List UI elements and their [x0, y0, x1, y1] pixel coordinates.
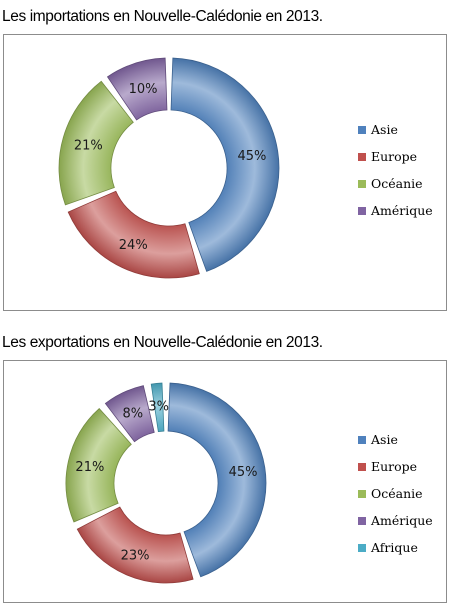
legend-item: Amérique [358, 514, 433, 541]
legend-swatch [358, 463, 366, 471]
slice-label: 45% [238, 149, 267, 164]
legend-item: Amérique [358, 204, 433, 231]
slice-label: 24% [119, 238, 148, 253]
legend-item: Asie [358, 123, 433, 150]
legend-label: Asie [371, 122, 398, 137]
exports-chart: 45% 23% 21% 8% 3% Asie Europe Océanie Amérique A… [3, 360, 447, 603]
donut-slice-asie [170, 57, 280, 272]
legend-swatch [358, 126, 366, 134]
slice-label: 3% [148, 399, 169, 414]
donut-slice-amerique [106, 57, 168, 121]
legend-item: Océanie [358, 487, 433, 514]
legend-label: Océanie [371, 486, 423, 501]
imports-chart-title: Les importations en Nouvelle-Calédonie e… [2, 8, 323, 25]
legend-label: Afrique [371, 540, 418, 555]
legend-label: Amérique [371, 513, 433, 528]
legend-swatch [358, 207, 366, 215]
slice-label: 21% [75, 460, 104, 475]
donut-slice-afrique [150, 382, 165, 433]
donut-slice-amerique [104, 385, 155, 443]
donut-slice-asie [167, 382, 267, 578]
imports-chart: 45% 24% 21% 10% Asie Europe Océanie Amérique [3, 34, 447, 311]
exports-chart-title: Les exportations en Nouvelle-Calédonie e… [2, 334, 323, 351]
legend-item: Océanie [358, 177, 433, 204]
slice-label: 23% [121, 549, 150, 564]
legend-label: Océanie [371, 176, 423, 191]
legend-item: Europe [358, 460, 433, 487]
legend-swatch [358, 544, 366, 552]
legend-label: Asie [371, 432, 398, 447]
legend-swatch [358, 517, 366, 525]
legend-label: Europe [371, 149, 418, 164]
legend-item: Asie [358, 433, 433, 460]
slice-label: 10% [129, 82, 158, 97]
legend-label: Europe [371, 459, 418, 474]
legend-swatch [358, 436, 366, 444]
slice-label: 21% [74, 139, 103, 154]
legend-swatch [358, 153, 366, 161]
slice-label: 8% [122, 406, 143, 421]
legend-swatch [358, 180, 366, 188]
exports-donut: 45% 23% 21% 8% 3% [65, 382, 267, 584]
imports-legend: Asie Europe Océanie Amérique [358, 123, 433, 231]
slice-label: 45% [229, 465, 258, 480]
legend-item: Europe [358, 150, 433, 177]
imports-donut: 45% 24% 21% 10% [58, 57, 280, 279]
donut-slice-europe [67, 190, 200, 279]
donut-slice-oceanie [65, 407, 132, 523]
legend-item: Afrique [358, 541, 433, 568]
donut-slice-oceanie [58, 80, 134, 206]
legend-label: Amérique [371, 203, 433, 218]
legend-swatch [358, 490, 366, 498]
exports-legend: Asie Europe Océanie Amérique Afrique [358, 433, 433, 568]
donut-slice-europe [76, 506, 194, 584]
